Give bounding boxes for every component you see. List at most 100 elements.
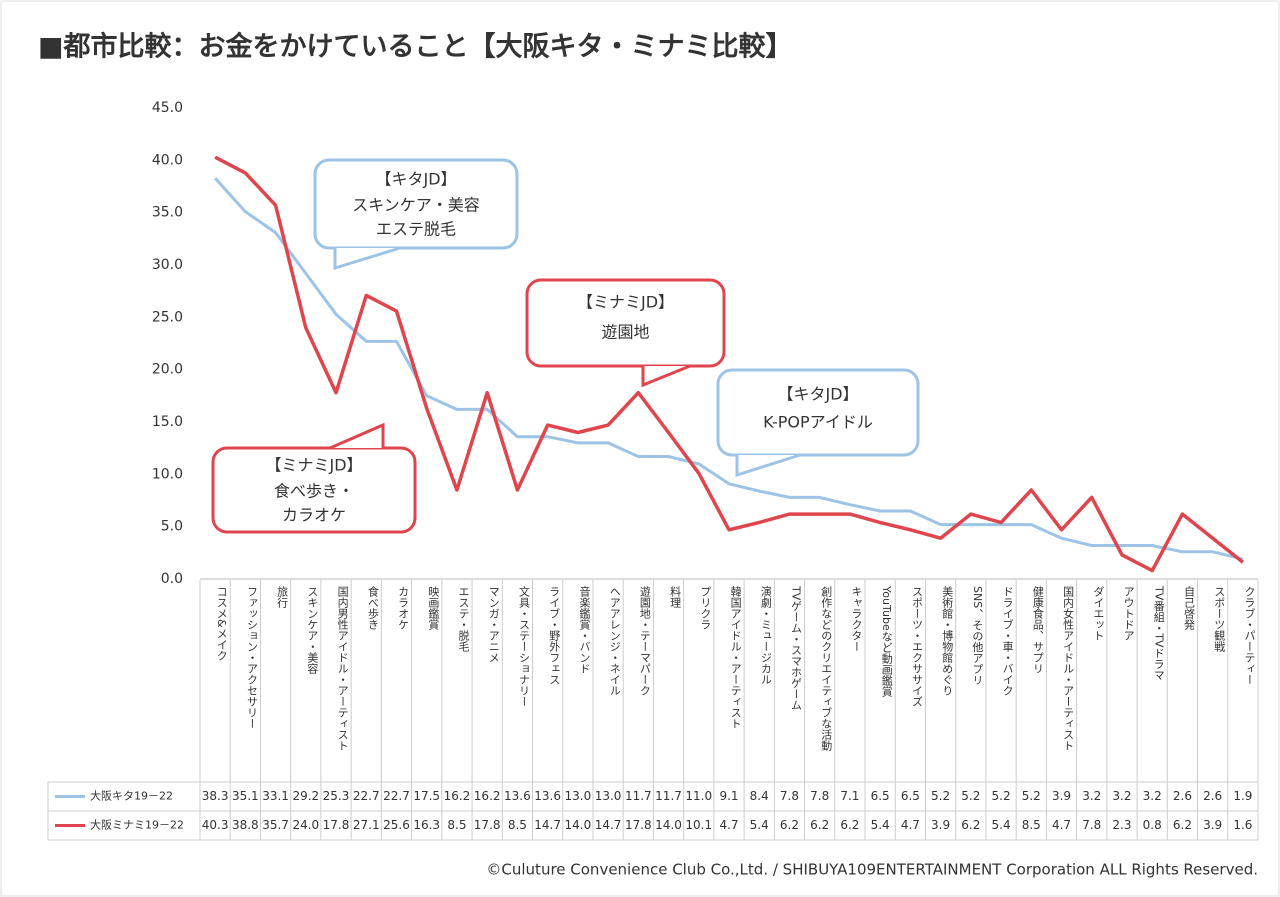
table-value: 5.2 <box>961 789 980 803</box>
table-value: 5.2 <box>992 789 1011 803</box>
table-value: 6.5 <box>901 789 920 803</box>
footer: ©Culuture Convenience Club Co.,Ltd. / SH… <box>486 861 1258 879</box>
table-value: 25.3 <box>323 789 350 803</box>
callout-box <box>313 158 519 250</box>
callout-tail-edge <box>641 364 691 388</box>
table-value: 14.7 <box>534 818 561 832</box>
x-tick-label: ライブ・野外フェス <box>547 586 561 685</box>
x-tick-label: クラブ・パーティー <box>1242 586 1256 685</box>
table-value: 13.6 <box>534 789 561 803</box>
table-value: 2.6 <box>1203 789 1222 803</box>
callout-text: カラオケ <box>282 506 346 525</box>
x-tick-label: 映画鑑賞 <box>426 586 440 630</box>
callout-text: K-POPアイドル <box>763 413 873 432</box>
table-value: 6.2 <box>961 818 980 832</box>
x-tick-label: ドライブ・車・バイク <box>1001 586 1015 696</box>
x-tick-label: アウトドア <box>1122 586 1136 641</box>
table-value: 16.3 <box>413 818 440 832</box>
y-tick-label: 25.0 <box>152 309 183 325</box>
x-tick-label: プリクラ <box>698 586 712 630</box>
table-value: 8.5 <box>508 818 527 832</box>
table-value: 24.0 <box>292 818 319 832</box>
x-tick-label: 美術館・博物館めぐり <box>940 586 954 696</box>
table-value: 35.1 <box>232 789 259 803</box>
table-value: 5.4 <box>992 818 1011 832</box>
table-value: 6.2 <box>1173 818 1192 832</box>
table-value: 5.2 <box>931 789 950 803</box>
x-tick-label: エステ・脱毛 <box>457 586 471 652</box>
table-value: 7.1 <box>840 789 859 803</box>
table-value: 2.3 <box>1112 818 1131 832</box>
table-value: 16.2 <box>444 789 471 803</box>
x-tick-label: 料理 <box>668 586 682 608</box>
y-tick-label: 5.0 <box>161 519 183 535</box>
table-value: 1.9 <box>1233 789 1252 803</box>
table-value: 17.8 <box>474 818 501 832</box>
x-tick-label: 遊園地・テーマパーク <box>638 586 652 696</box>
x-tick-label: YouTubeなど動画鑑賞 <box>880 586 894 697</box>
table-value: 11.0 <box>685 789 712 803</box>
x-tick-label: 旅行 <box>275 586 289 608</box>
x-tick-label: カラオケ <box>396 586 410 630</box>
callout-text: 【キタJD】 <box>375 170 456 189</box>
callout-text: 【ミナミJD】 <box>577 293 674 312</box>
series-line <box>213 177 1244 561</box>
table-value: 6.2 <box>780 818 799 832</box>
table-value: 4.7 <box>719 818 738 832</box>
x-tick-label: 健康食品、サプリ <box>1031 586 1045 674</box>
table-value: 5.2 <box>1022 789 1041 803</box>
table-value: 3.9 <box>931 818 950 832</box>
callout-tail-edge <box>333 246 401 271</box>
table-value: 3.9 <box>1203 818 1222 832</box>
y-tick-label: 15.0 <box>152 414 183 430</box>
table-value: 3.2 <box>1112 789 1131 803</box>
y-tick-label: 20.0 <box>152 362 183 378</box>
table-value: 17.8 <box>625 818 652 832</box>
table-value: 16.2 <box>474 789 501 803</box>
x-tick-label: 創作などのクリエイティブな活動 <box>819 586 833 751</box>
table-value: 29.2 <box>292 789 319 803</box>
callout-text: 【キタJD】 <box>777 385 858 404</box>
table-value: 13.0 <box>595 789 622 803</box>
table-value: 3.9 <box>1052 789 1071 803</box>
x-tick-label: スポーツ観戦 <box>1212 586 1226 652</box>
table-value: 17.5 <box>413 789 440 803</box>
callout-box <box>525 278 726 368</box>
table-value: 3.2 <box>1082 789 1101 803</box>
x-tick-label: ヘアアレンジ・ネイル <box>608 586 622 696</box>
table-value: 7.8 <box>1082 818 1101 832</box>
x-tick-label: TV番組・TVドラマ <box>1152 586 1166 681</box>
table-value: 38.3 <box>202 789 229 803</box>
x-tick-label: スキンケア・美容 <box>305 586 319 674</box>
table-value: 13.0 <box>564 789 591 803</box>
table-value: 9.1 <box>719 789 738 803</box>
callout-text: 遊園地 <box>601 323 649 342</box>
table-value: 14.0 <box>564 818 591 832</box>
y-tick-label: 30.0 <box>152 257 183 273</box>
table-value: 27.1 <box>353 818 380 832</box>
callout-tail-edge <box>329 422 385 450</box>
table-value: 5.4 <box>750 818 769 832</box>
table-value: 17.8 <box>323 818 350 832</box>
table-value: 8.5 <box>447 818 466 832</box>
table-value: 7.8 <box>780 789 799 803</box>
table-value: 4.7 <box>1052 818 1071 832</box>
y-tick-label: 35.0 <box>152 205 183 221</box>
x-tick-label: スポーツ・エクササイズ <box>910 586 924 707</box>
table-value: 11.7 <box>625 789 652 803</box>
x-tick-label: キャラクター <box>850 586 864 652</box>
x-tick-label: 食べ歩き <box>366 586 380 630</box>
table-value: 40.3 <box>202 818 229 832</box>
table-value: 8.4 <box>750 789 769 803</box>
table-value: 22.7 <box>383 789 410 803</box>
table-value: 6.2 <box>810 818 829 832</box>
callout-text: スキンケア・美容 <box>352 196 480 215</box>
x-tick-label: ファッション・アクセサリー <box>245 586 259 729</box>
table-value: 35.7 <box>262 818 289 832</box>
x-tick-label: 自己啓発 <box>1182 586 1196 630</box>
table-value: 8.5 <box>1022 818 1041 832</box>
callout-tail-edge <box>735 453 801 478</box>
series-line <box>214 155 1244 573</box>
